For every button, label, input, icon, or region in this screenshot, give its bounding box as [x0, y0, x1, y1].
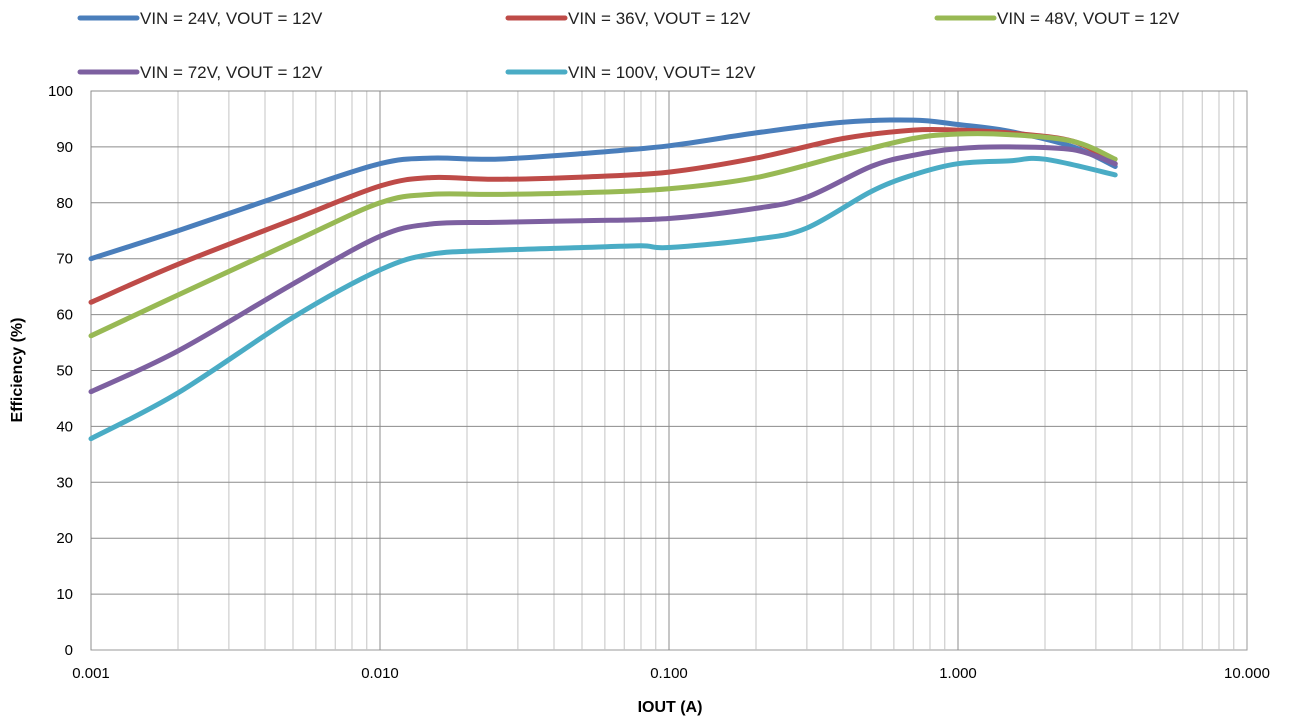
y-tick-label: 80 — [56, 195, 73, 212]
legend-label: VIN = 72V, VOUT = 12V — [140, 63, 323, 82]
y-tick-label: 40 — [56, 418, 73, 435]
x-tick-label: 0.100 — [650, 665, 688, 682]
y-tick-label: 100 — [48, 83, 73, 100]
legend-item-4: VIN = 72V, VOUT = 12V — [77, 63, 323, 82]
legend-item-3: VIN = 48V, VOUT = 12V — [934, 9, 1180, 28]
y-tick-label: 10 — [56, 586, 73, 603]
y-tick-label: 90 — [56, 139, 73, 156]
x-tick-label: 0.001 — [72, 665, 110, 682]
y-tick-label: 20 — [56, 530, 73, 547]
y-axis-title: Efficiency (%) — [9, 318, 26, 423]
x-axis-title: IOUT (A) — [638, 699, 703, 716]
grid — [90, 90, 1248, 651]
x-tick-label: 1.000 — [939, 665, 977, 682]
x-tick-label: 10.000 — [1224, 665, 1270, 682]
legend-item-1: VIN = 24V, VOUT = 12V — [77, 9, 323, 28]
y-tick-label: 60 — [56, 307, 73, 324]
x-tick-label: 0.010 — [361, 665, 399, 682]
legend-label: VIN = 24V, VOUT = 12V — [140, 9, 323, 28]
legend-label: VIN = 100V, VOUT= 12V — [568, 63, 756, 82]
legend-label: VIN = 48V, VOUT = 12V — [997, 9, 1180, 28]
y-tick-label: 0 — [65, 642, 73, 659]
legend: VIN = 24V, VOUT = 12V VIN = 36V, VOUT = 1… — [77, 9, 1180, 82]
legend-item-2: VIN = 36V, VOUT = 12V — [505, 9, 751, 28]
y-tick-label: 70 — [56, 251, 73, 268]
legend-item-5: VIN = 100V, VOUT= 12V — [505, 63, 756, 82]
tick-labels: 0 10 20 30 40 50 60 70 80 90 100 0.001 0.010 0.100 1.0… — [48, 83, 1270, 682]
series-line-5 — [88, 155, 1118, 442]
series-line-2 — [88, 126, 1118, 305]
legend-label: VIN = 36V, VOUT = 12V — [568, 9, 751, 28]
series-layer — [88, 117, 1118, 442]
y-tick-label: 50 — [56, 363, 73, 380]
y-tick-label: 30 — [56, 474, 73, 491]
series-line-4 — [88, 144, 1118, 395]
series-line-1 — [88, 117, 1118, 262]
series-line-3 — [88, 131, 1118, 339]
